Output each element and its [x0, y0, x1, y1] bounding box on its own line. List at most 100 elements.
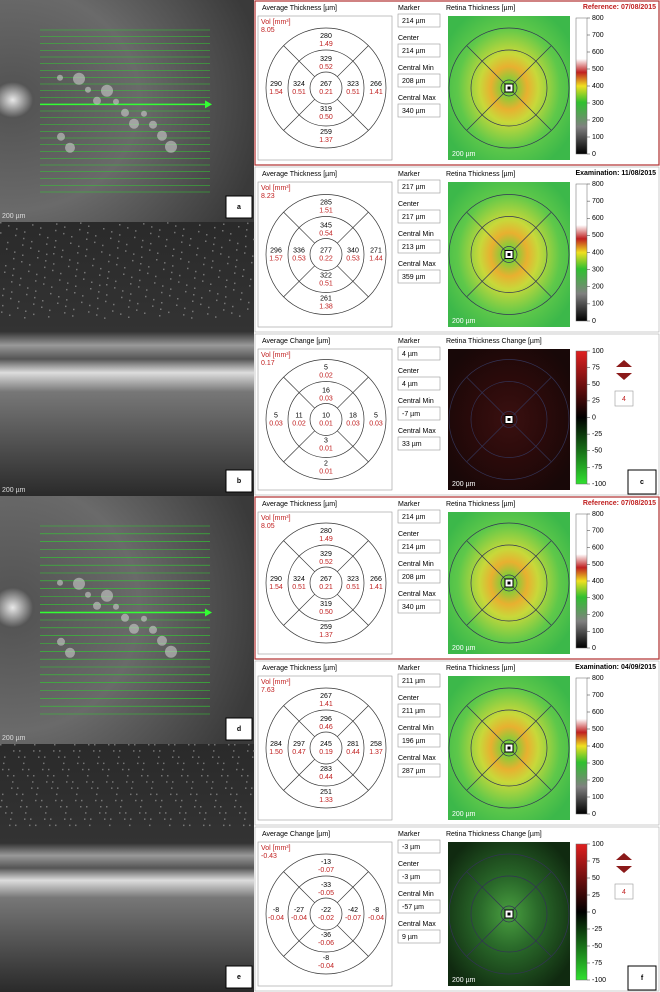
speckle [55, 799, 57, 802]
speckle [99, 750, 101, 752]
speckle [22, 254, 24, 256]
speckle [162, 768, 164, 771]
grid-ring [287, 216, 365, 293]
speckle [37, 257, 39, 259]
speckle [64, 818, 66, 820]
sector-thickness: 340 [347, 247, 359, 254]
stat-box [397, 179, 441, 194]
panel-letter-box [225, 717, 253, 741]
sector-thickness: 261 [320, 295, 332, 302]
speckle [81, 301, 83, 304]
colorbar [575, 350, 588, 485]
sector-volume: -0.04 [268, 915, 284, 922]
grid-ring [309, 566, 343, 600]
speckle [250, 793, 252, 796]
speckle [245, 245, 247, 248]
colorbar-label: 700 [592, 528, 604, 535]
map-marker-dot [507, 581, 511, 585]
grid-diag [337, 376, 369, 409]
step-down [616, 866, 632, 873]
speckle [170, 288, 172, 290]
speckle [116, 793, 118, 796]
speckle [141, 799, 143, 802]
speckle [60, 806, 62, 808]
sector-volume: 0.51 [319, 280, 333, 287]
sector-volume: 1.50 [269, 749, 283, 756]
speckle [159, 812, 161, 814]
speckle [1, 311, 3, 313]
stat-label: Central Min [398, 891, 434, 898]
stat-label: Central Min [398, 231, 434, 238]
speckle [75, 285, 77, 287]
speckle [228, 256, 230, 258]
speckle [88, 311, 90, 313]
speckle [98, 291, 100, 293]
colorbar-label: 0 [592, 414, 596, 421]
grid-ring [265, 687, 387, 809]
colorbar-label: -100 [592, 481, 606, 488]
stat-label: Marker [398, 665, 420, 672]
speckle [8, 225, 10, 227]
vol-label: Vol [mm³] [261, 515, 291, 522]
sector-thickness: 280 [320, 528, 332, 535]
speckle [90, 818, 92, 820]
speckle [130, 293, 132, 295]
speckle [231, 312, 233, 314]
speckle [66, 806, 68, 808]
speckle [13, 750, 15, 752]
sector-volume: 1.44 [369, 255, 383, 262]
speckle [244, 252, 246, 254]
speckle [185, 290, 187, 293]
speckle [33, 303, 35, 305]
speckle [223, 762, 225, 765]
speckle [111, 231, 113, 233]
lesion [149, 625, 157, 634]
grid-box [257, 181, 393, 328]
panel-letter-box [627, 965, 657, 991]
speckle [125, 250, 127, 252]
speckle [140, 263, 142, 265]
colorbar-label: 75 [592, 858, 600, 865]
speckle [108, 768, 110, 771]
stat-label: Central Min [398, 725, 434, 732]
stat-value: 287 µm [402, 768, 426, 775]
speckle [161, 775, 163, 777]
stat-label: Central Min [398, 65, 434, 72]
stat-label: Central Min [398, 561, 434, 568]
stat-label: Central Min [398, 398, 434, 405]
speckle [82, 295, 84, 297]
speckle [122, 768, 124, 771]
stat-box [397, 376, 441, 391]
stat-box [397, 209, 441, 224]
colorbar-label: 0 [592, 318, 596, 325]
speckle [244, 818, 246, 820]
speckle [128, 306, 130, 308]
grid-ring [265, 359, 387, 480]
colorbar [575, 677, 588, 815]
lesion [165, 645, 177, 658]
stat-value: 217 µm [402, 184, 426, 191]
colorbar-label: 600 [592, 49, 604, 56]
colorbar-label: 300 [592, 100, 604, 107]
map-ring [500, 246, 518, 263]
speckle [67, 775, 69, 777]
speckle [17, 787, 19, 789]
sector-thickness: 329 [320, 56, 332, 63]
speckle [208, 744, 210, 746]
speckle [103, 762, 105, 765]
speckle [174, 744, 176, 746]
sector-volume: 0.02 [319, 372, 333, 379]
sector-thickness: -13 [321, 859, 331, 866]
speckle [0, 232, 2, 234]
speckle [172, 255, 174, 257]
sector-volume: 1.41 [319, 701, 333, 708]
speckle [112, 781, 114, 783]
speckle [202, 768, 204, 771]
stat-value: 211 µm [402, 678, 425, 685]
colorbar-label: 0 [592, 811, 596, 818]
sector-thickness: 290 [270, 81, 282, 88]
lesion [121, 108, 129, 117]
colorbar-label: 800 [592, 15, 604, 22]
speckle [108, 271, 110, 273]
map-ring [470, 216, 548, 293]
